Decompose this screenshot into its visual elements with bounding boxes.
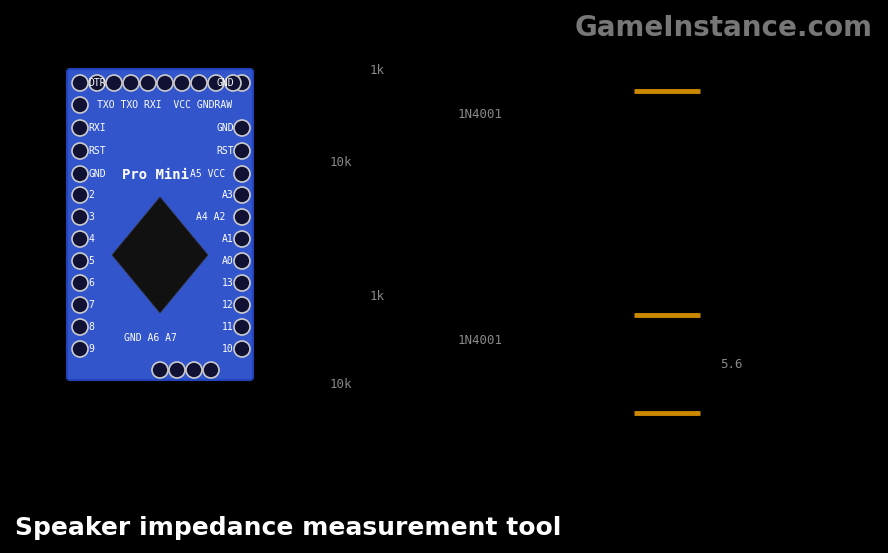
Text: GND: GND	[88, 169, 106, 179]
Text: 1N4001: 1N4001	[457, 108, 503, 122]
Circle shape	[234, 143, 250, 159]
Text: 9: 9	[88, 344, 94, 354]
Text: 10k: 10k	[330, 378, 353, 390]
Circle shape	[72, 97, 88, 113]
Circle shape	[234, 319, 250, 335]
Circle shape	[234, 187, 250, 203]
Text: GND A6 A7: GND A6 A7	[123, 333, 177, 343]
Circle shape	[72, 231, 88, 247]
Circle shape	[186, 362, 202, 378]
Text: 10k: 10k	[330, 155, 353, 169]
Circle shape	[72, 275, 88, 291]
Circle shape	[72, 75, 88, 91]
Text: 1N4001: 1N4001	[457, 333, 503, 347]
Text: A5 VCC: A5 VCC	[190, 169, 225, 179]
Text: DTR: DTR	[88, 78, 106, 88]
Circle shape	[234, 341, 250, 357]
Circle shape	[169, 362, 185, 378]
Text: 4: 4	[88, 234, 94, 244]
Circle shape	[72, 143, 88, 159]
Text: Pro Mini: Pro Mini	[122, 168, 188, 182]
Text: 11: 11	[222, 322, 234, 332]
Circle shape	[72, 297, 88, 313]
Text: 6: 6	[88, 278, 94, 288]
Text: TXO TXO RXI  VCC GNDRAW: TXO TXO RXI VCC GNDRAW	[97, 100, 232, 110]
Text: RXI: RXI	[88, 123, 106, 133]
Text: A0: A0	[222, 256, 234, 266]
Text: RST: RST	[88, 146, 106, 156]
Circle shape	[234, 166, 250, 182]
Circle shape	[72, 253, 88, 269]
Circle shape	[106, 75, 122, 91]
Text: 5: 5	[88, 256, 94, 266]
Text: 13: 13	[222, 278, 234, 288]
Circle shape	[152, 362, 168, 378]
Text: 3: 3	[88, 212, 94, 222]
Text: 10: 10	[222, 344, 234, 354]
Polygon shape	[112, 197, 208, 313]
Text: 2: 2	[88, 190, 94, 200]
Circle shape	[72, 319, 88, 335]
Text: GND: GND	[217, 78, 234, 88]
Circle shape	[89, 75, 105, 91]
Text: A3: A3	[222, 190, 234, 200]
Circle shape	[234, 209, 250, 225]
Circle shape	[72, 209, 88, 225]
Text: Speaker impedance measurement tool: Speaker impedance measurement tool	[15, 516, 561, 540]
Text: 5.6: 5.6	[720, 357, 742, 371]
Text: 8: 8	[88, 322, 94, 332]
Circle shape	[234, 275, 250, 291]
Text: GameInstance.com: GameInstance.com	[575, 14, 873, 42]
Circle shape	[72, 120, 88, 136]
Text: 1k: 1k	[370, 64, 385, 76]
Circle shape	[191, 75, 207, 91]
Text: 7: 7	[88, 300, 94, 310]
Circle shape	[72, 166, 88, 182]
Text: 1k: 1k	[370, 290, 385, 302]
Circle shape	[123, 75, 139, 91]
Circle shape	[225, 75, 241, 91]
Circle shape	[234, 297, 250, 313]
Circle shape	[208, 75, 224, 91]
Text: GND: GND	[217, 123, 234, 133]
Circle shape	[72, 341, 88, 357]
Text: RST: RST	[217, 146, 234, 156]
Circle shape	[203, 362, 219, 378]
Circle shape	[140, 75, 156, 91]
Circle shape	[234, 253, 250, 269]
Circle shape	[234, 120, 250, 136]
Text: A4 A2: A4 A2	[195, 212, 225, 222]
Text: 12: 12	[222, 300, 234, 310]
Circle shape	[174, 75, 190, 91]
FancyBboxPatch shape	[67, 69, 253, 380]
Circle shape	[234, 231, 250, 247]
Circle shape	[72, 187, 88, 203]
Circle shape	[157, 75, 173, 91]
Circle shape	[234, 75, 250, 91]
Text: A1: A1	[222, 234, 234, 244]
